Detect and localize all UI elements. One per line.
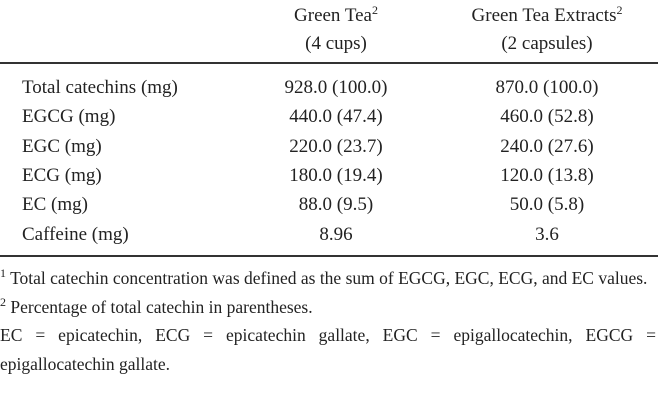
footnote-text: Percentage of total catechin in parenthe… xyxy=(10,296,313,317)
footnote-text: Total catechin concentration was defined… xyxy=(10,268,648,288)
cell: 440.0 (47.4) xyxy=(289,106,383,128)
note-mark: 2 xyxy=(616,3,623,17)
column-name: Green Tea xyxy=(294,5,372,26)
footnotes: 1 Total catechin concentration was defin… xyxy=(0,264,656,378)
footnote: 2 Percentage of total catechin in parent… xyxy=(0,293,656,322)
column-unit: (2 capsules) xyxy=(501,33,593,54)
cell: 460.0 (52.8) xyxy=(500,106,594,128)
note-mark: 2 xyxy=(0,294,6,309)
footnote-text: EC = epicatechin, ECG = epicatechin gall… xyxy=(0,325,656,374)
cell: 220.0 (23.7) xyxy=(289,135,383,157)
cell: 870.0 (100.0) xyxy=(495,77,599,98)
row-label: ECG (mg) xyxy=(22,164,102,186)
row-label: Caffeine (mg) xyxy=(22,223,129,245)
column-header: Green Tea Extracts2 (2 capsules) xyxy=(432,2,658,58)
row-label: EGCG (mg) xyxy=(22,106,116,128)
header-rule xyxy=(0,62,658,64)
row-label: Total catechins (mg) xyxy=(22,77,178,98)
cell: 88.0 (9.5) xyxy=(298,194,374,216)
cell: 120.0 (13.8) xyxy=(500,164,594,186)
bottom-rule xyxy=(0,255,658,257)
cell: 240.0 (27.6) xyxy=(500,135,594,157)
note-mark: 1 xyxy=(0,266,6,280)
cell: 3.6 xyxy=(535,223,559,245)
cell: 50.0 (5.8) xyxy=(509,194,585,216)
footnote: 1 Total catechin concentration was defin… xyxy=(0,264,656,293)
note-mark: 2 xyxy=(371,3,378,17)
cell: 180.0 (19.4) xyxy=(289,164,383,186)
footnote: EC = epicatechin, ECG = epicatechin gall… xyxy=(0,321,656,378)
cell: 8.96 xyxy=(319,223,353,245)
row-label: EGC (mg) xyxy=(22,135,102,157)
column-name: Green Tea Extracts xyxy=(471,5,617,26)
cell: 928.0 (100.0) xyxy=(284,77,388,98)
column-unit: (4 cups) xyxy=(305,33,367,54)
column-header: Green Tea2 (4 cups) xyxy=(236,2,436,58)
row-label: EC (mg) xyxy=(22,194,88,216)
